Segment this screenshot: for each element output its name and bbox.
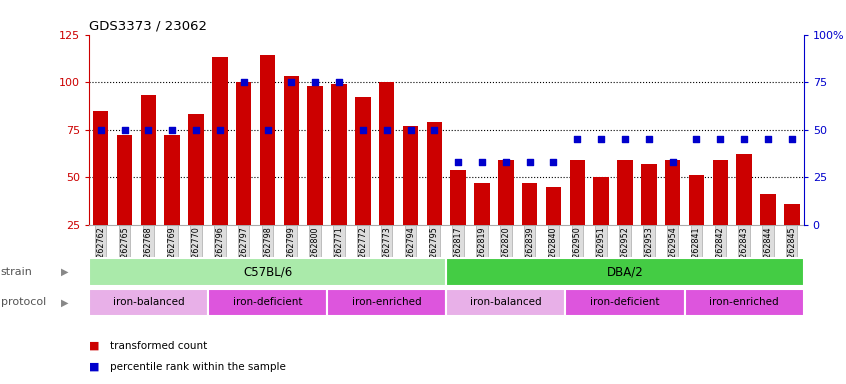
Bar [736, 154, 752, 225]
Point [689, 136, 703, 142]
Point [166, 127, 179, 133]
Bar [307, 86, 323, 225]
Point [523, 159, 536, 165]
Bar [403, 126, 418, 225]
Point [190, 127, 203, 133]
Point [452, 159, 465, 165]
Point [141, 127, 155, 133]
Point [666, 159, 679, 165]
Point [332, 79, 346, 85]
Text: iron-balanced: iron-balanced [113, 297, 184, 308]
Point [785, 136, 799, 142]
Point [642, 136, 656, 142]
Text: iron-deficient: iron-deficient [591, 297, 660, 308]
Bar [140, 95, 157, 225]
Text: iron-balanced: iron-balanced [470, 297, 541, 308]
Text: C57BL/6: C57BL/6 [243, 265, 292, 278]
Point [94, 127, 107, 133]
Point [713, 136, 727, 142]
Point [237, 79, 250, 85]
Point [261, 127, 274, 133]
Point [118, 127, 131, 133]
Bar [593, 177, 609, 225]
Text: percentile rank within the sample: percentile rank within the sample [110, 362, 286, 372]
Bar [569, 160, 585, 225]
Point [499, 159, 513, 165]
Bar [447, 258, 804, 286]
Point [213, 127, 227, 133]
Bar [164, 135, 180, 225]
Bar [546, 187, 561, 225]
Text: GDS3373 / 23062: GDS3373 / 23062 [89, 20, 206, 33]
Point [309, 79, 322, 85]
Bar [208, 289, 327, 316]
Bar [93, 111, 108, 225]
Point [595, 136, 608, 142]
Point [475, 159, 489, 165]
Bar [689, 175, 704, 225]
Bar [522, 183, 537, 225]
Bar [236, 82, 251, 225]
Bar [355, 97, 371, 225]
Text: DBA/2: DBA/2 [607, 265, 643, 278]
Bar [189, 114, 204, 225]
Bar [89, 289, 208, 316]
Bar [260, 55, 275, 225]
Bar [475, 183, 490, 225]
Bar [327, 289, 446, 316]
Bar [89, 258, 446, 286]
Text: transformed count: transformed count [110, 341, 207, 351]
Text: ▶: ▶ [61, 266, 69, 277]
Bar [498, 160, 514, 225]
Text: ■: ■ [89, 362, 99, 372]
Point [404, 127, 417, 133]
Bar [379, 82, 394, 225]
Text: iron-enriched: iron-enriched [352, 297, 421, 308]
Point [380, 127, 393, 133]
Text: iron-deficient: iron-deficient [233, 297, 302, 308]
Bar [665, 160, 680, 225]
Bar [447, 289, 565, 316]
Bar [283, 76, 299, 225]
Point [427, 127, 441, 133]
Point [618, 136, 632, 142]
Text: protocol: protocol [1, 297, 46, 308]
Bar [761, 194, 776, 225]
Point [570, 136, 584, 142]
Point [284, 79, 298, 85]
Text: iron-enriched: iron-enriched [709, 297, 779, 308]
Point [356, 127, 370, 133]
Bar [426, 122, 442, 225]
Bar [618, 160, 633, 225]
Text: ■: ■ [89, 341, 99, 351]
Bar [212, 57, 228, 225]
Bar [684, 289, 804, 316]
Bar [450, 169, 466, 225]
Text: ▶: ▶ [61, 297, 69, 308]
Point [761, 136, 775, 142]
Bar [641, 164, 656, 225]
Bar [117, 135, 132, 225]
Text: strain: strain [1, 266, 33, 277]
Bar [784, 204, 799, 225]
Bar [332, 84, 347, 225]
Bar [565, 289, 684, 316]
Point [738, 136, 751, 142]
Point [547, 159, 560, 165]
Bar [712, 160, 728, 225]
